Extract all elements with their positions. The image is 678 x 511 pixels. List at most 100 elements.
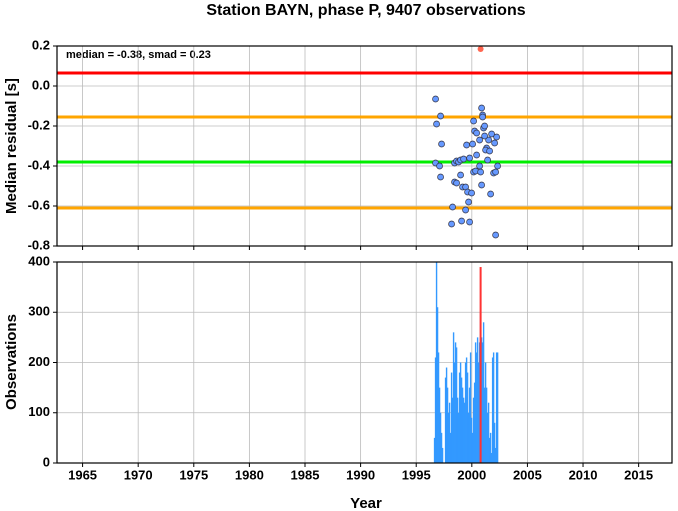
bar [491, 357, 494, 463]
point [486, 147, 493, 155]
point [473, 151, 480, 159]
bar [488, 437, 491, 463]
bar [495, 352, 498, 463]
bar [482, 322, 485, 463]
bar [485, 387, 488, 463]
bar [473, 382, 476, 463]
point [449, 203, 456, 211]
highlight-bar [479, 267, 482, 463]
y-tick-label: 0 [43, 454, 50, 469]
bar [492, 352, 495, 463]
bar [435, 262, 438, 463]
bar [439, 412, 442, 463]
y-tick-label: 0.0 [32, 77, 50, 92]
point [476, 136, 483, 144]
point [488, 130, 495, 138]
point [484, 156, 491, 164]
bar [447, 412, 450, 463]
point [436, 162, 443, 170]
y-tick-label: -0.2 [28, 117, 50, 132]
y-tick-label: -0.4 [28, 157, 51, 172]
bar [477, 362, 480, 463]
bar [459, 362, 462, 463]
point [462, 206, 469, 214]
point [437, 173, 444, 181]
point [477, 168, 484, 176]
point [432, 95, 439, 103]
bar [446, 387, 449, 463]
bar [478, 342, 481, 463]
bar [467, 412, 470, 463]
point [463, 141, 470, 149]
bar [441, 447, 444, 463]
point [494, 162, 501, 170]
bar [438, 387, 441, 463]
plot-frame [56, 45, 673, 247]
highlight-point [477, 46, 484, 52]
y-tick-label: 400 [28, 253, 50, 268]
bar [493, 422, 496, 463]
bar [490, 452, 493, 463]
point [453, 179, 460, 187]
x-tick-label: 1980 [235, 467, 264, 482]
bar [462, 397, 465, 463]
point [469, 140, 476, 148]
bar [453, 362, 456, 463]
point [458, 217, 465, 225]
point [478, 181, 485, 189]
bar [466, 372, 469, 463]
point [468, 189, 475, 197]
point [485, 136, 492, 144]
bar [461, 387, 464, 463]
y-tick-label: 100 [28, 404, 50, 419]
point [491, 139, 498, 147]
point [437, 112, 444, 120]
point [457, 171, 464, 179]
y-axis-label: Observations [3, 314, 20, 410]
x-tick-label: 2005 [513, 467, 542, 482]
bar [452, 332, 455, 463]
bar [486, 412, 489, 463]
y-tick-label: 200 [28, 354, 50, 369]
bar [457, 412, 460, 463]
point [492, 231, 499, 239]
bar [458, 372, 461, 463]
point [438, 140, 445, 148]
point [481, 122, 488, 130]
bar [465, 357, 468, 463]
bar [455, 347, 458, 463]
bar [434, 357, 437, 463]
bar [454, 342, 457, 463]
point [460, 155, 467, 163]
bar [484, 362, 487, 463]
point [492, 168, 499, 176]
point [470, 117, 477, 125]
x-tick-label: 2000 [457, 467, 486, 482]
bar [437, 352, 440, 463]
x-tick-label: 2015 [624, 467, 653, 482]
point [487, 190, 494, 198]
chart-title: Station BAYN, phase P, 9407 observations [206, 2, 525, 19]
bar [448, 402, 451, 463]
x-tick-label: 1990 [346, 467, 375, 482]
point [476, 162, 483, 170]
bar [468, 387, 471, 463]
bar [445, 367, 448, 463]
bar [471, 432, 474, 463]
bar [464, 362, 467, 463]
bar [475, 352, 478, 463]
x-tick-label: 1970 [124, 467, 153, 482]
bar [480, 337, 483, 463]
bar [474, 342, 477, 463]
y-axis-label: Median residual [s] [3, 78, 20, 214]
x-tick-label: 1965 [68, 467, 97, 482]
bar [440, 432, 443, 463]
bar [451, 397, 454, 463]
bar [483, 387, 486, 463]
y-tick-label: -0.8 [28, 237, 50, 252]
bar [496, 352, 499, 463]
x-axis-label: Year [350, 495, 382, 511]
bar [481, 342, 484, 463]
bar [487, 402, 490, 463]
